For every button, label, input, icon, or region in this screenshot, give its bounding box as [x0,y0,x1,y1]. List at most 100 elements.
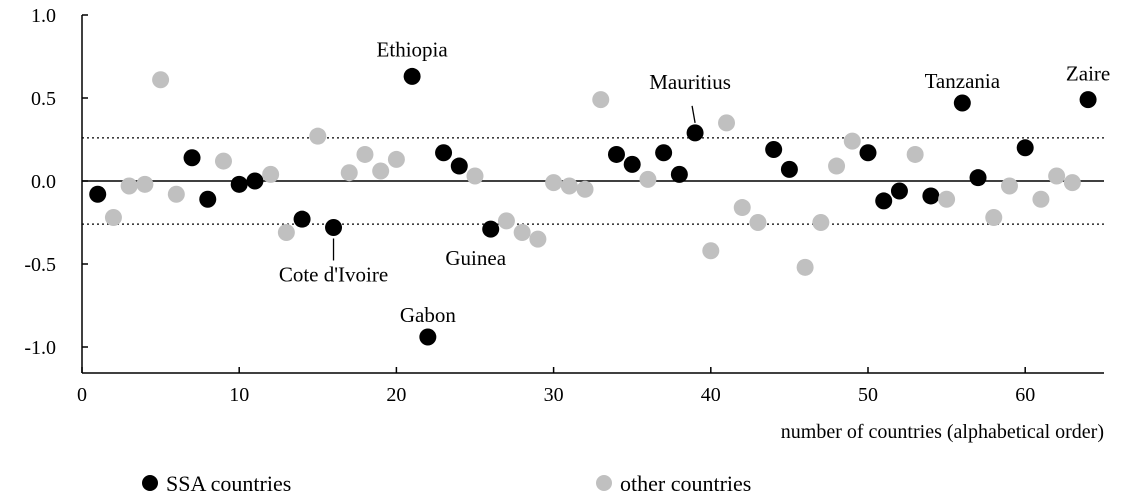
data-point [670,165,688,183]
data-point [969,169,987,187]
data-point [136,175,154,193]
annotation-zaire: Zaire [1066,62,1110,86]
data-point [450,157,468,175]
data-point [325,218,343,236]
series-ssa [89,67,1097,346]
data-point [340,164,358,182]
data-point [387,150,405,168]
legend-label: other countries [620,471,751,496]
data-point [780,160,798,178]
data-point [560,177,578,195]
annotation-gabon: Gabon [400,303,456,327]
data-point [639,170,657,188]
data-point [796,258,814,276]
data-point [828,157,846,175]
legend-marker [596,475,612,491]
data-point [733,199,751,217]
data-point [1063,174,1081,192]
tick-labels: 1.0 0.5 0.0 -0.5 -1.0 0 10 20 30 40 50 60 [24,5,1035,406]
data-point [1032,190,1050,208]
tick-marks [81,14,1026,373]
legend-label: SSA countries [166,471,291,496]
data-point [843,132,861,150]
data-points [89,67,1097,346]
data-point [623,155,641,173]
data-point [230,175,248,193]
data-point [922,187,940,205]
data-point [356,145,374,163]
data-point [749,214,767,231]
data-point [812,214,830,231]
data-point [466,167,484,185]
data-point [576,180,594,198]
data-point [183,149,201,167]
annotation-tanzania: Tanzania [925,69,1001,93]
data-point [686,124,704,142]
data-point [199,190,217,208]
data-point [718,114,736,132]
y-tick-label: -0.5 [24,254,56,276]
data-point [482,220,500,238]
data-point [435,144,453,162]
y-tick-label: 0.0 [31,171,56,193]
data-point [293,210,311,228]
data-point [152,71,170,89]
annotation-cote-divoire: Cote d'Ivoire [279,262,388,286]
data-point [372,162,390,180]
x-tick-label: 30 [544,384,564,406]
leader-line [691,105,696,123]
data-point [1079,91,1097,109]
legend: SSA countries other countries [142,471,751,496]
data-point [513,223,531,241]
data-point [262,165,280,183]
data-point [545,174,563,192]
x-axis-title: number of countries (alphabetical order) [781,421,1104,443]
data-point [875,192,893,210]
data-point [906,145,924,163]
data-point [419,328,437,346]
y-tick-label: 1.0 [31,5,56,27]
x-tick-label: 10 [229,384,249,406]
data-point [1048,167,1066,185]
legend-item-ssa: SSA countries [142,471,291,496]
data-point [120,177,138,195]
data-point [859,144,877,162]
data-point [702,242,720,260]
data-point [104,209,122,227]
annotations: Ethiopia Gabon Guinea Cote d'Ivoire Mauritiu… [279,37,1110,327]
data-point [890,182,908,200]
legend-item-other: other countries [596,471,751,496]
annotation-ethiopia: Ethiopia [377,37,449,61]
data-point [985,209,1003,227]
y-tick-label: 0.5 [31,88,56,110]
x-tick-label: 60 [1015,384,1035,406]
data-point [1016,139,1034,157]
data-point [592,91,610,109]
annotation-mauritius: Mauritius [649,70,731,94]
data-point [89,185,107,203]
y-tick-label: -1.0 [24,337,56,359]
data-point [953,94,971,112]
x-tick-label: 40 [701,384,721,406]
x-tick-label: 20 [386,384,406,406]
data-point [607,145,625,163]
data-point [403,67,421,85]
annotation-guinea: Guinea [445,246,506,270]
data-point [529,230,547,248]
data-point [765,140,783,158]
series-other [104,71,1081,276]
legend-marker [142,475,158,491]
axes [81,15,1104,374]
data-point [214,152,232,170]
data-point [277,223,295,241]
data-point [938,190,956,208]
data-point [309,127,327,145]
data-point [167,185,185,203]
data-point [246,172,264,190]
x-tick-label: 0 [77,384,87,406]
data-point [497,212,515,230]
x-tick-label: 50 [858,384,878,406]
data-point [655,144,673,162]
data-point [1000,177,1018,195]
